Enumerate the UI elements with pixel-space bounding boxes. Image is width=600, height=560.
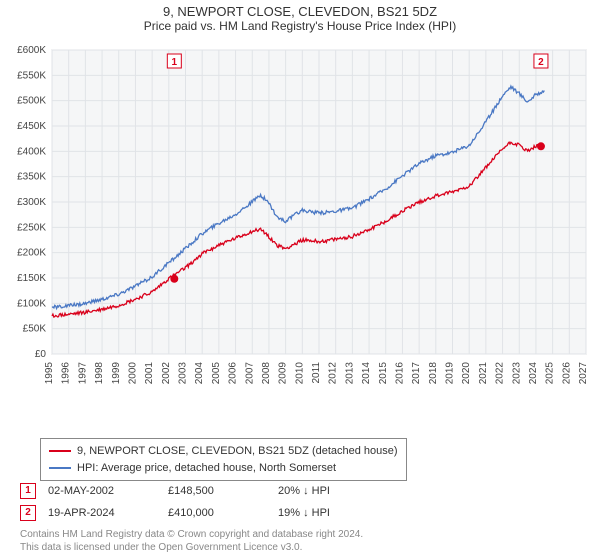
svg-text:2016: 2016 (394, 362, 405, 385)
svg-text:2004: 2004 (194, 362, 205, 385)
svg-text:1998: 1998 (94, 362, 105, 385)
svg-text:2023: 2023 (511, 362, 522, 385)
svg-text:£50K: £50K (23, 324, 47, 335)
svg-text:2010: 2010 (294, 362, 305, 385)
svg-text:2021: 2021 (478, 362, 489, 385)
svg-text:£500K: £500K (17, 96, 46, 107)
legend-entry: HPI: Average price, detached house, Nort… (49, 460, 398, 477)
svg-text:£450K: £450K (17, 121, 46, 132)
svg-text:2011: 2011 (311, 362, 322, 384)
svg-text:2022: 2022 (495, 362, 506, 385)
event-row: 1 02-MAY-2002£148,50020% ↓ HPI (20, 480, 418, 502)
svg-text:£400K: £400K (17, 146, 46, 157)
svg-text:2007: 2007 (244, 362, 255, 385)
chart-area: £0 £50K £100K £150K £200K £250K £300K £350K £400… (0, 44, 600, 404)
svg-text:2001: 2001 (144, 362, 155, 385)
svg-text:2020: 2020 (461, 362, 472, 385)
event-price: £148,500 (168, 485, 278, 497)
svg-text:2000: 2000 (127, 362, 138, 385)
event-delta: 19% ↓ HPI (278, 507, 418, 519)
legend-label: HPI: Average price, detached house, Nort… (77, 460, 336, 477)
legend-label: 9, NEWPORT CLOSE, CLEVEDON, BS21 5DZ (de… (77, 443, 398, 460)
chart-title: 9, NEWPORT CLOSE, CLEVEDON, BS21 5DZ (0, 0, 600, 19)
svg-text:2026: 2026 (561, 362, 572, 385)
svg-text:£550K: £550K (17, 70, 46, 81)
license-line-2: This data is licensed under the Open Gov… (20, 541, 363, 554)
svg-text:£600K: £600K (17, 45, 46, 56)
svg-text:2012: 2012 (328, 362, 339, 385)
svg-text:2008: 2008 (261, 362, 272, 385)
event-marker-box: 1 (20, 483, 36, 499)
license-line-1: Contains HM Land Registry data © Crown c… (20, 528, 363, 541)
svg-text:2017: 2017 (411, 362, 422, 385)
svg-text:1999: 1999 (111, 362, 122, 385)
svg-text:£350K: £350K (17, 172, 46, 183)
chart-svg: £0 £50K £100K £150K £200K £250K £300K £350K £400… (0, 44, 600, 404)
svg-text:2025: 2025 (545, 362, 556, 385)
svg-text:1: 1 (172, 57, 178, 68)
event-date: 19-APR-2024 (48, 507, 168, 519)
legend-swatch (49, 450, 71, 452)
svg-text:£0: £0 (35, 349, 47, 360)
svg-text:1996: 1996 (61, 362, 72, 385)
svg-text:£150K: £150K (17, 273, 46, 284)
events-table: 1 02-MAY-2002£148,50020% ↓ HPI 2 19-APR-202… (20, 480, 418, 524)
svg-text:2005: 2005 (211, 362, 222, 385)
legend: 9, NEWPORT CLOSE, CLEVEDON, BS21 5DZ (de… (40, 438, 407, 481)
svg-text:2015: 2015 (378, 362, 389, 385)
svg-text:2014: 2014 (361, 362, 372, 385)
svg-text:2006: 2006 (228, 362, 239, 385)
event-delta: 20% ↓ HPI (278, 485, 418, 497)
legend-entry: 9, NEWPORT CLOSE, CLEVEDON, BS21 5DZ (de… (49, 443, 398, 460)
svg-text:£100K: £100K (17, 298, 46, 309)
svg-text:£250K: £250K (17, 222, 46, 233)
event-row: 2 19-APR-2024£410,00019% ↓ HPI (20, 502, 418, 524)
svg-text:1997: 1997 (77, 362, 88, 385)
svg-text:2: 2 (538, 57, 544, 68)
svg-text:£200K: £200K (17, 248, 46, 259)
legend-swatch (49, 467, 71, 469)
svg-text:2002: 2002 (161, 362, 172, 385)
event-price: £410,000 (168, 507, 278, 519)
svg-text:2009: 2009 (278, 362, 289, 385)
svg-text:2018: 2018 (428, 362, 439, 385)
chart-subtitle: Price paid vs. HM Land Registry's House … (0, 19, 600, 37)
svg-text:1995: 1995 (44, 362, 55, 385)
event-marker-box: 2 (20, 505, 36, 521)
svg-text:£300K: £300K (17, 197, 46, 208)
svg-text:2027: 2027 (578, 362, 589, 385)
svg-text:2024: 2024 (528, 362, 539, 385)
license-text: Contains HM Land Registry data © Crown c… (20, 528, 363, 554)
svg-text:2019: 2019 (445, 362, 456, 385)
svg-text:2013: 2013 (344, 362, 355, 385)
event-date: 02-MAY-2002 (48, 485, 168, 497)
svg-text:2003: 2003 (178, 362, 189, 385)
